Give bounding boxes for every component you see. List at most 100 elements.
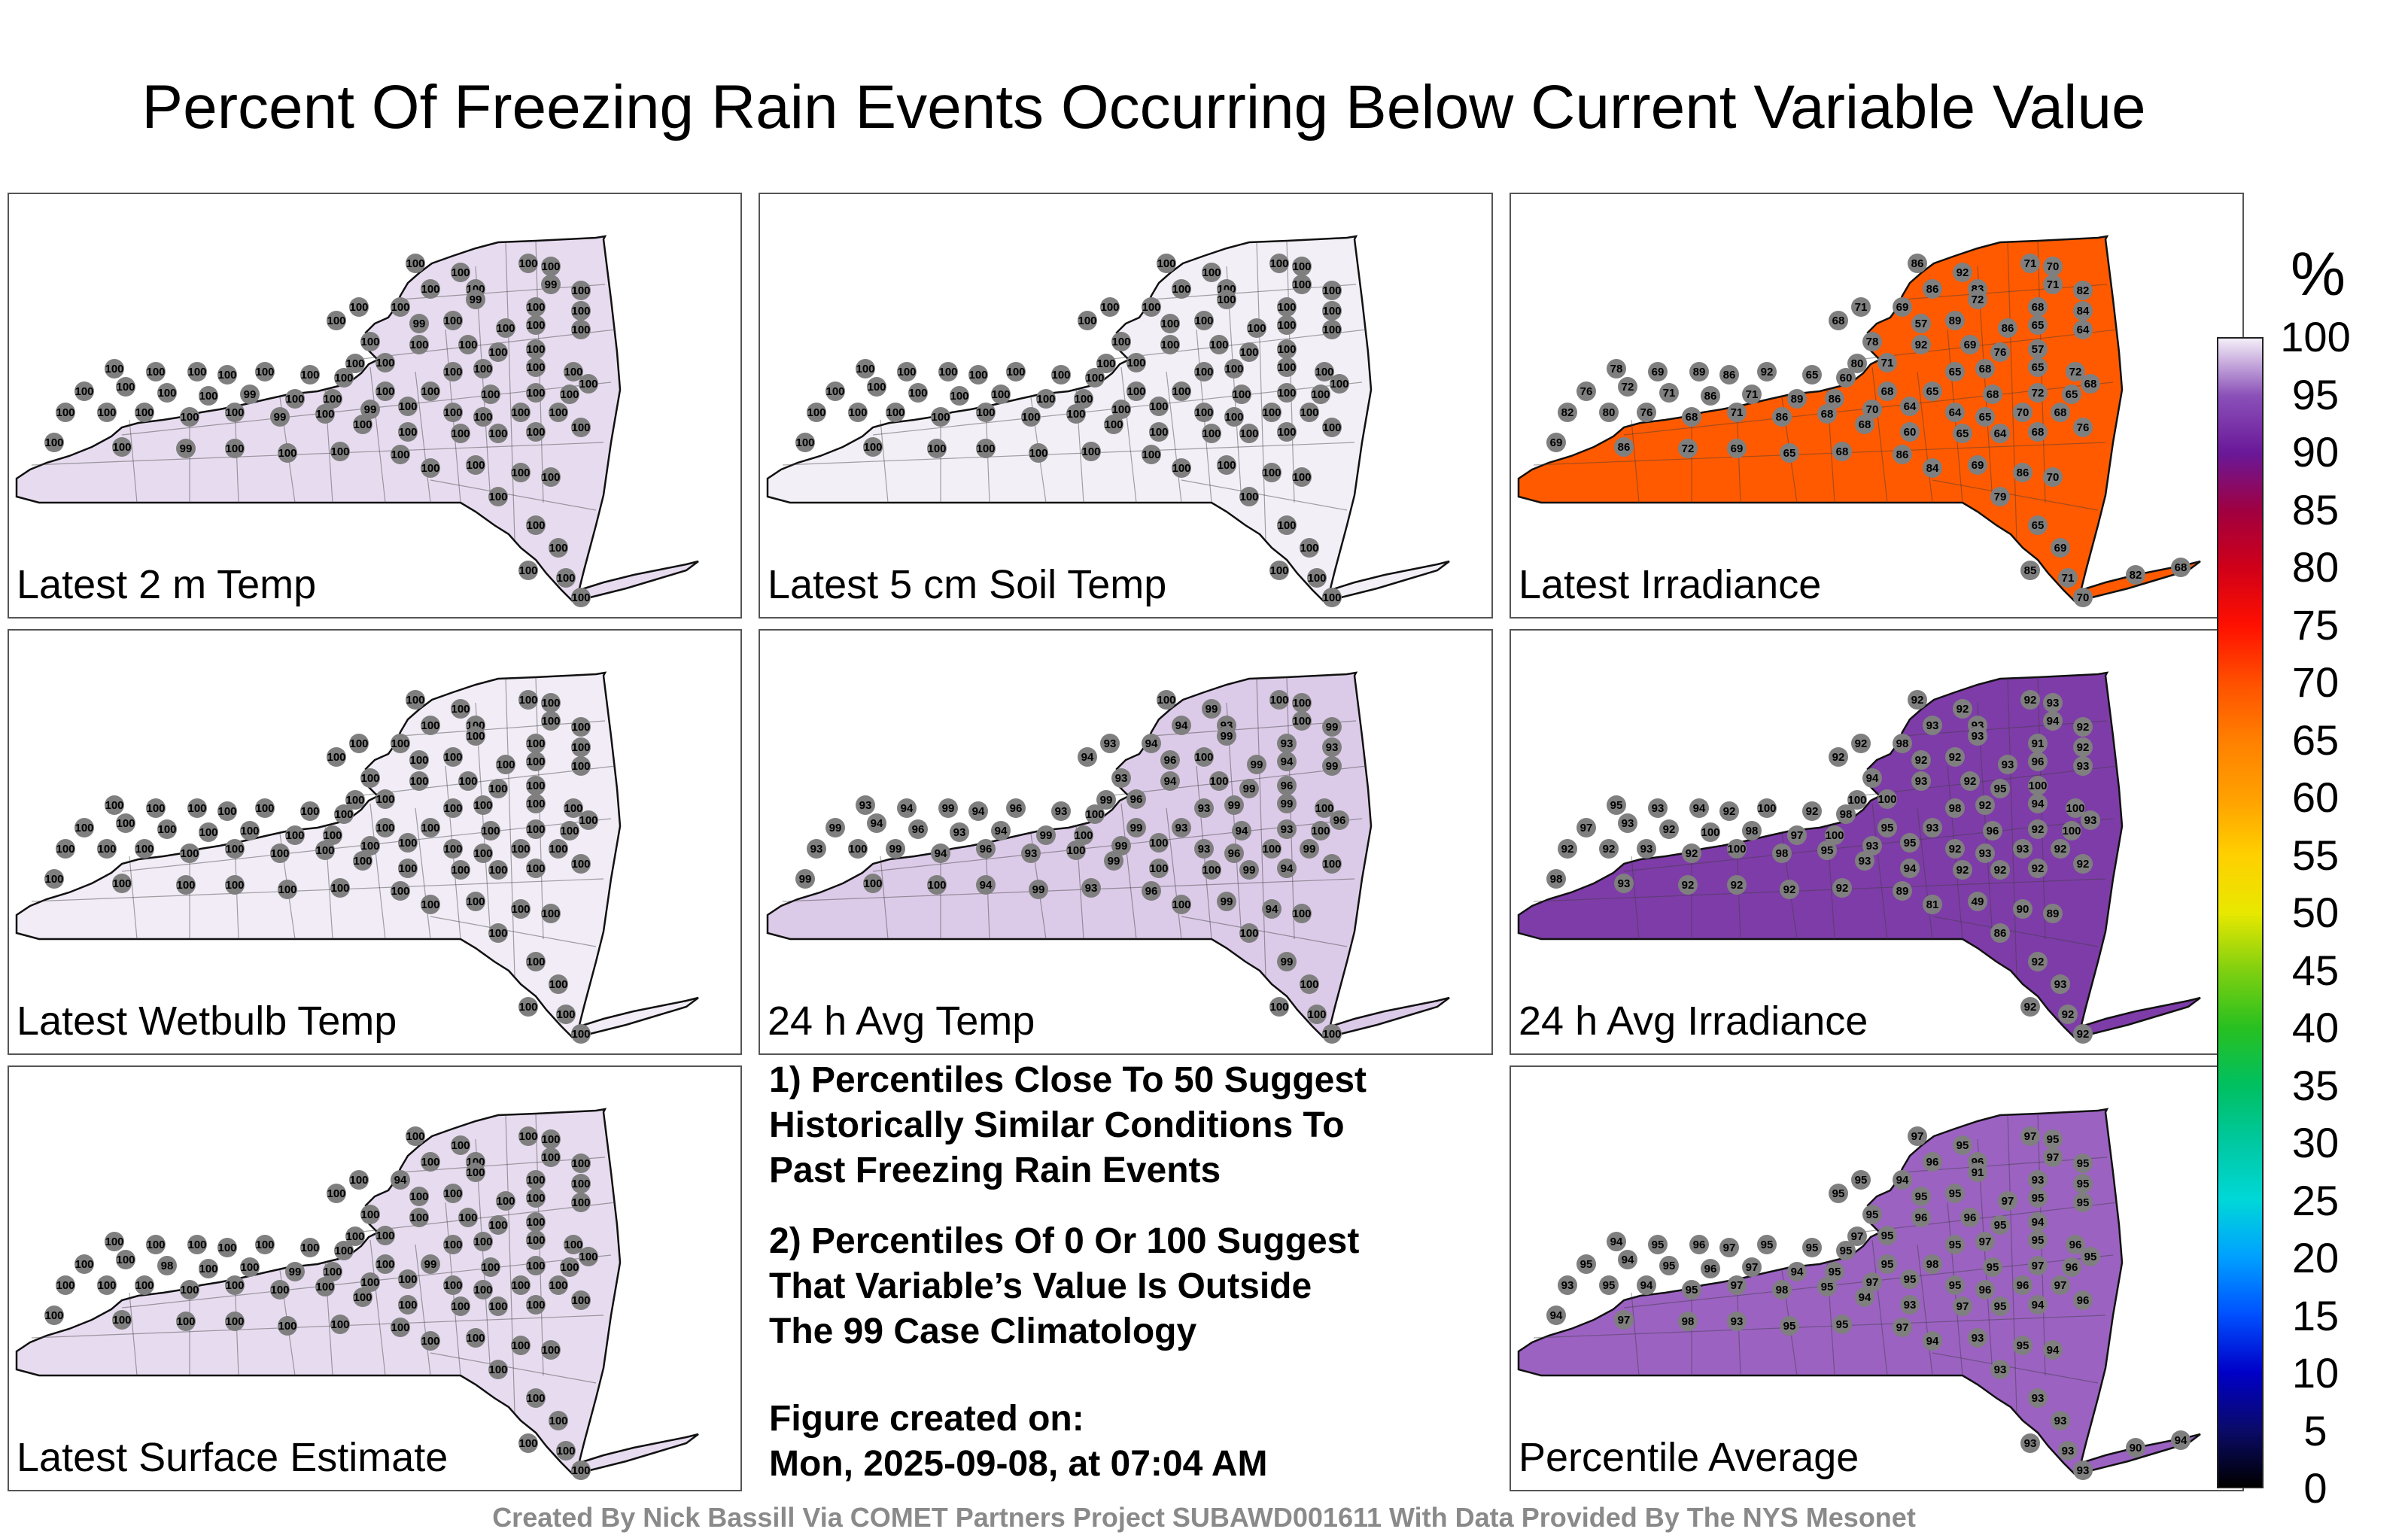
station-marker	[255, 1235, 275, 1254]
station-marker	[541, 1340, 561, 1360]
station-marker	[353, 851, 372, 871]
county-line	[880, 856, 889, 940]
station-marker	[1975, 1280, 1995, 1299]
station-marker	[1051, 801, 1071, 821]
station-value: 100	[526, 780, 545, 792]
county-line	[2007, 1114, 2017, 1414]
station-marker	[1607, 359, 1626, 378]
station-marker	[2073, 320, 2093, 339]
station-marker	[571, 1154, 591, 1173]
station-value: 100	[285, 829, 304, 842]
station-value: 100	[353, 1291, 372, 1304]
station-value: 93	[2032, 1392, 2045, 1405]
county-line	[31, 442, 604, 466]
station-value: 100	[146, 1239, 165, 1251]
station-marker	[1029, 880, 1048, 899]
station-value: 100	[116, 1254, 135, 1266]
station-value: 93	[1104, 737, 1117, 750]
station-marker	[1836, 1241, 1856, 1260]
station-marker	[473, 359, 493, 378]
colorbar-tick-label: 75	[2291, 600, 2340, 649]
station-value: 100	[825, 385, 844, 398]
station-value: 100	[560, 1261, 579, 1274]
station-marker	[2073, 1290, 2093, 1310]
station-value: 100	[579, 1251, 597, 1263]
station-marker	[278, 443, 297, 463]
station-value: 100	[571, 1294, 590, 1307]
station-marker	[1322, 281, 1342, 300]
station-marker	[1659, 383, 1679, 403]
station-marker	[443, 403, 463, 422]
station-value: 93	[2054, 978, 2067, 991]
station-marker	[908, 383, 928, 403]
station-value: 100	[1292, 715, 1311, 728]
station-marker	[135, 403, 154, 422]
station-marker	[1825, 825, 1844, 845]
station-marker	[526, 859, 546, 878]
colorbar-tick-label: 95	[2291, 370, 2340, 418]
station-value: 100	[97, 1279, 116, 1292]
station-marker	[549, 1411, 568, 1430]
station-marker	[931, 843, 950, 863]
station-marker	[2028, 859, 2048, 878]
station-value: 99	[1221, 730, 1233, 743]
station-value: 86	[2017, 467, 2029, 479]
station-marker	[2028, 752, 2048, 771]
station-value: 100	[518, 694, 537, 707]
station-marker	[2043, 1147, 2063, 1167]
station-marker	[886, 403, 905, 422]
station-marker	[421, 458, 440, 478]
station-marker	[398, 397, 418, 416]
station-marker	[406, 690, 425, 710]
station-marker	[466, 726, 485, 746]
station-marker	[225, 875, 245, 895]
station-marker	[991, 821, 1011, 840]
station-value: 93	[810, 843, 823, 856]
station-marker	[157, 1256, 177, 1275]
station-value: 97	[2054, 1279, 2067, 1292]
station-value: 95	[1881, 822, 1894, 834]
station-marker	[458, 771, 478, 791]
county-line	[354, 1202, 616, 1233]
station-marker	[2043, 1340, 2063, 1360]
station-marker	[398, 859, 418, 878]
station-marker	[1558, 839, 1577, 859]
station-marker	[496, 318, 515, 338]
station-value: 100	[1149, 400, 1168, 413]
station-value: 100	[409, 1190, 428, 1203]
station-value: 94	[2047, 1344, 2060, 1357]
station-marker	[976, 439, 996, 458]
station-value: 100	[255, 1239, 274, 1251]
station-marker	[1719, 365, 1739, 385]
station-marker	[1689, 798, 1709, 818]
station-value: 93	[2024, 1437, 2037, 1450]
station-value: 100	[795, 436, 814, 449]
long-island-outline	[573, 1433, 699, 1475]
station-marker	[1862, 400, 1882, 419]
station-value: 100	[327, 315, 345, 327]
station-value: 94	[1904, 862, 1917, 875]
station-marker	[255, 798, 275, 818]
ny-state-map: 100 100 100 100 100 100 100 100 100 94 100 100 100 10…	[15, 1108, 699, 1480]
station-marker	[135, 839, 154, 859]
station-value: 98	[1746, 825, 1759, 837]
station-marker	[1202, 699, 1221, 719]
station-marker	[1096, 354, 1116, 373]
station-marker	[1269, 254, 1289, 273]
station-marker	[443, 1235, 463, 1254]
station-marker	[1968, 726, 1987, 746]
station-value: 92	[1723, 805, 1736, 818]
station-value: 100	[44, 1309, 63, 1322]
station-value: 100	[1157, 257, 1175, 270]
station-value: 89	[1896, 885, 1909, 898]
station-value: 100	[323, 393, 342, 406]
station-marker	[1209, 335, 1229, 354]
station-value: 100	[1307, 1008, 1326, 1021]
station-marker	[1727, 839, 1747, 859]
station-value: 100	[345, 794, 364, 807]
station-value: 95	[2077, 1196, 2090, 1209]
station-value: 100	[330, 445, 349, 458]
station-marker	[1780, 1316, 1799, 1336]
station-value: 95	[1904, 1273, 1917, 1286]
station-value: 100	[391, 1321, 409, 1334]
